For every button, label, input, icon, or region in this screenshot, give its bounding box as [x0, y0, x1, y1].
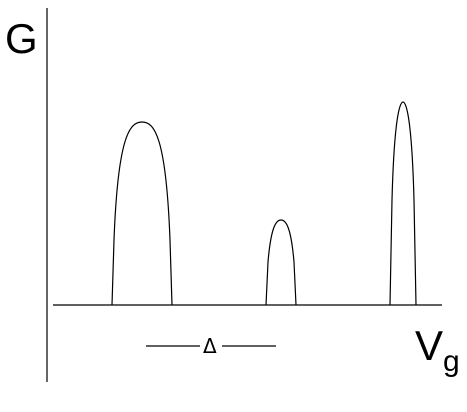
y-axis-label: G	[5, 15, 38, 62]
spacing-delta-label: Δ	[203, 334, 217, 358]
x-axis-label-subscript: g	[443, 345, 460, 378]
peak-3	[389, 101, 417, 306]
x-axis-label: Vg	[415, 322, 460, 378]
peak-1	[111, 121, 173, 306]
x-axis-label-main: V	[415, 322, 443, 369]
peak-2	[265, 219, 297, 306]
